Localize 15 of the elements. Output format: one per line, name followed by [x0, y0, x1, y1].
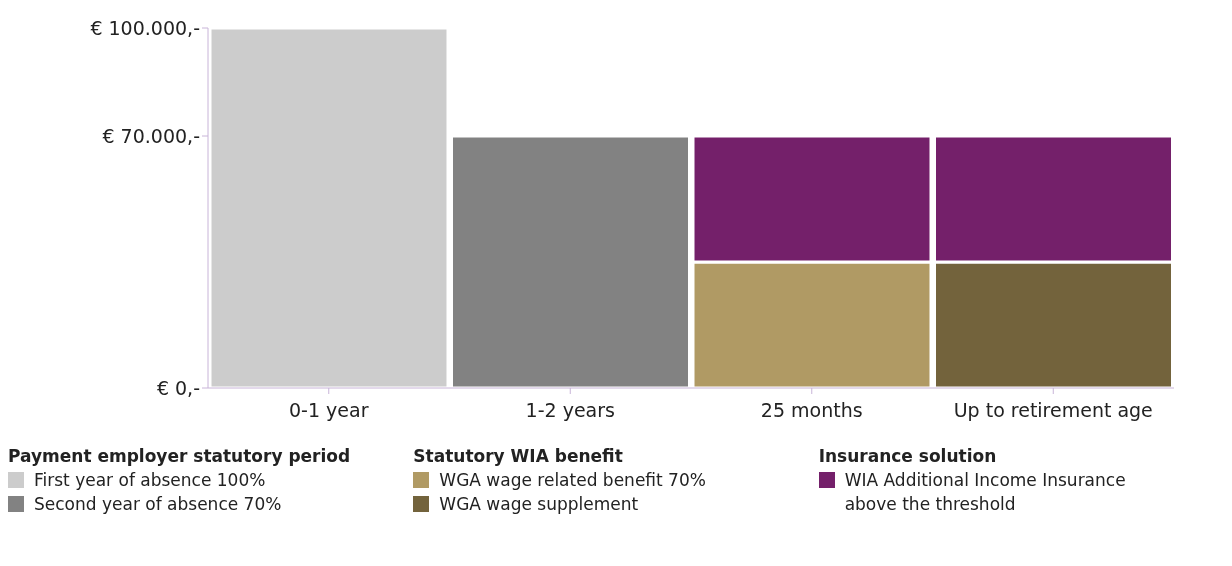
- x-tick-label: 25 months: [760, 399, 863, 422]
- y-tick-label: € 100.000,-: [90, 16, 200, 39]
- x-tick-label: 1-2 years: [525, 399, 615, 422]
- x-tick-label: Up to retirement age: [953, 399, 1153, 422]
- legend-label: First year of absence 100%: [34, 469, 267, 492]
- legend-label: WGA wage supplement: [439, 493, 640, 516]
- text: Statutory WIA benefit: [413, 446, 624, 466]
- legend-label: WGA wage related benefit 70%: [439, 469, 707, 492]
- legend-label: WIA Additional Income Insurance above the threshold: [844, 469, 1127, 516]
- text: Insurance solution: [818, 446, 998, 466]
- y-tick-label: € 0,-: [156, 376, 200, 399]
- text: Payment employer statutory period: [8, 446, 352, 466]
- legend-label: Second year of absence 70%: [34, 493, 283, 516]
- y-tick-label: € 70.000,-: [102, 124, 200, 147]
- x-tick-label: 0-1 year: [289, 399, 369, 422]
